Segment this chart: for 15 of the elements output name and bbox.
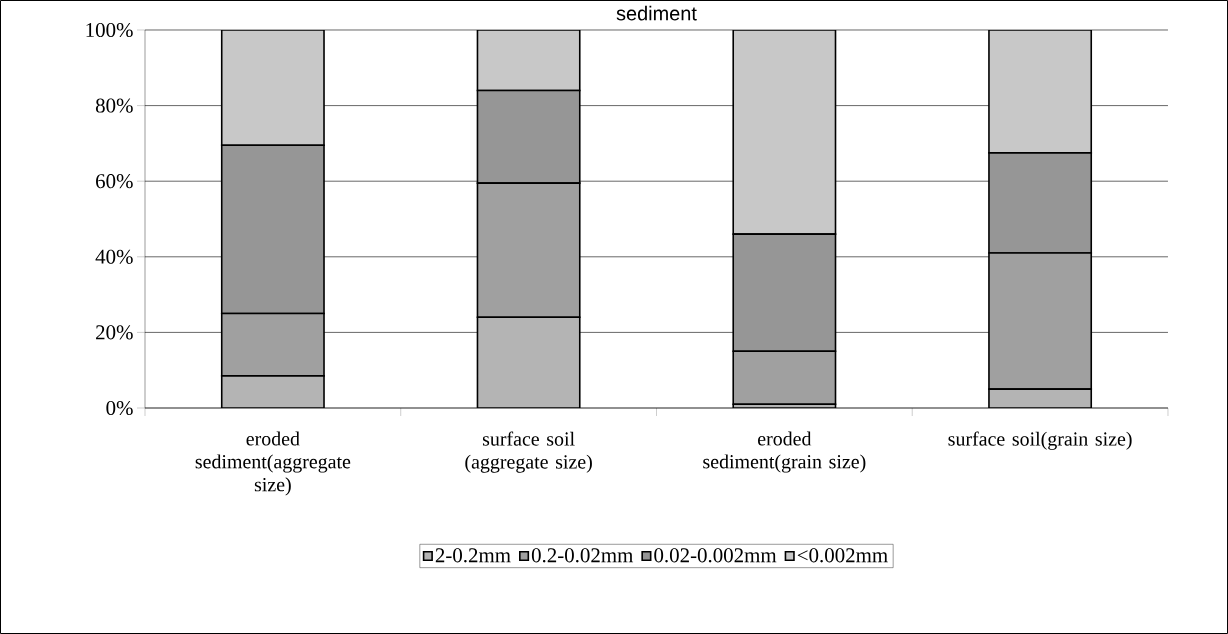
y-tick-label: 60% (96, 174, 133, 189)
y-tick-label: 0% (106, 400, 133, 416)
x-tick-label: surface soil(grain size) (948, 431, 1132, 450)
legend-label: 2-0.2mm (435, 548, 511, 563)
x-tick-label: eroded sediment(grain size) (703, 431, 866, 473)
y-tick-label: 40% (95, 249, 133, 264)
y-tick-label: 20% (96, 325, 133, 340)
legend-label: 0.2-0.02mm (531, 548, 634, 563)
chart-title: sediment (616, 5, 697, 21)
y-tick-label: 80% (95, 98, 133, 113)
x-tick-label: eroded sediment(aggregate size) (195, 431, 351, 496)
y-tick-label: 100% (86, 22, 133, 38)
x-tick-label: surface soil (aggregate size) (465, 431, 592, 473)
legend-label: <0.002mm (797, 548, 888, 563)
legend-label: 0.02-0.002mm (654, 548, 777, 563)
